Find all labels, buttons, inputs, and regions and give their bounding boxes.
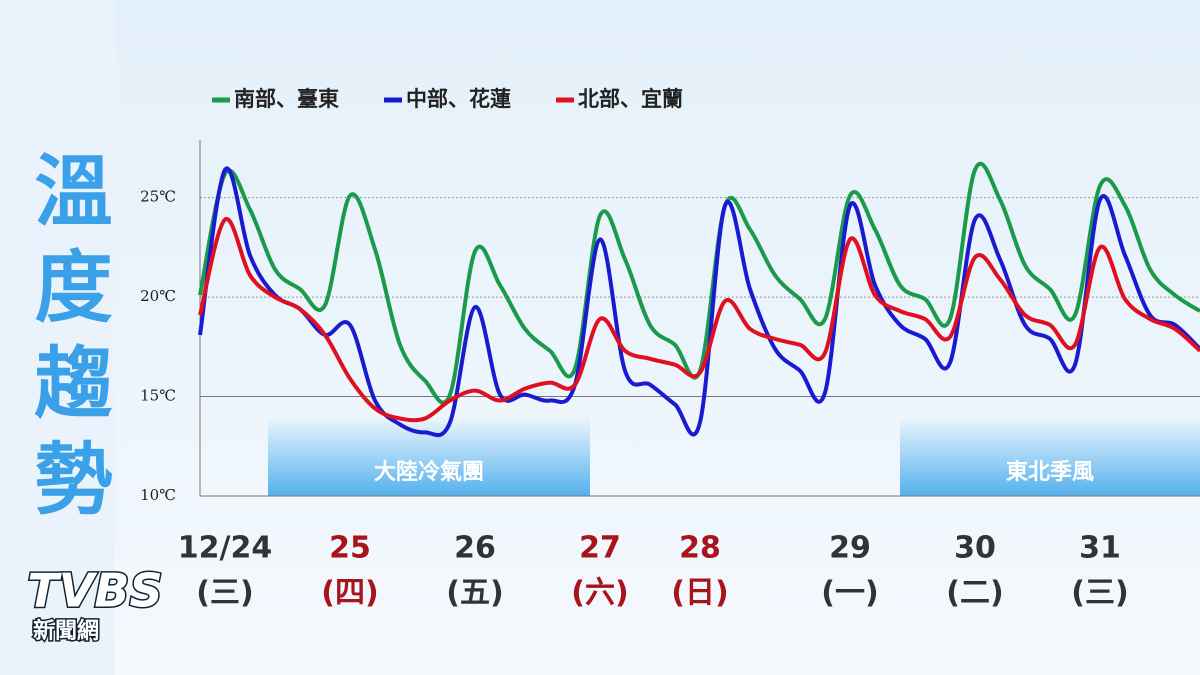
y-tick-label: 10℃ — [140, 486, 176, 504]
x-weekday-label: (三) — [1071, 576, 1128, 611]
side-panel — [0, 0, 115, 675]
x-tick-label: 28 — [679, 531, 721, 566]
x-weekday-label: (一) — [821, 576, 878, 611]
legend-label: 北部、宜蘭 — [578, 87, 683, 111]
page-title: 溫度趨勢 — [22, 150, 113, 534]
x-tick-label: 25 — [329, 531, 371, 566]
annotation-band — [900, 418, 1200, 496]
legend-label: 中部、花蓮 — [406, 87, 511, 111]
x-weekday-label: (四) — [321, 576, 378, 611]
logo-sub: 新聞網 — [33, 618, 99, 644]
y-tick-label: 25℃ — [140, 188, 176, 206]
x-weekday-label: (六) — [571, 576, 628, 611]
x-weekday-label: (三) — [196, 576, 253, 611]
series-line — [198, 217, 1200, 423]
x-tick-label: 27 — [579, 531, 621, 566]
y-tick-label: 20℃ — [140, 287, 176, 305]
x-weekday-label: (日) — [671, 576, 728, 611]
x-tick-label: 31 — [1079, 531, 1121, 566]
annotation-label: 東北季風 — [1006, 460, 1094, 485]
x-weekday-label: (五) — [446, 576, 503, 611]
x-tick-label: 29 — [829, 531, 871, 566]
x-tick-label: 12/24 — [178, 531, 272, 566]
annotation-label: 大陸冷氣團 — [374, 459, 484, 485]
x-tick-label: 30 — [954, 531, 996, 566]
y-tick-label: 15℃ — [140, 387, 176, 405]
logo-brand: TVBS — [27, 564, 162, 618]
x-tick-label: 26 — [454, 531, 496, 566]
legend-label: 南部、臺東 — [234, 87, 339, 111]
x-weekday-label: (二) — [946, 576, 1003, 611]
